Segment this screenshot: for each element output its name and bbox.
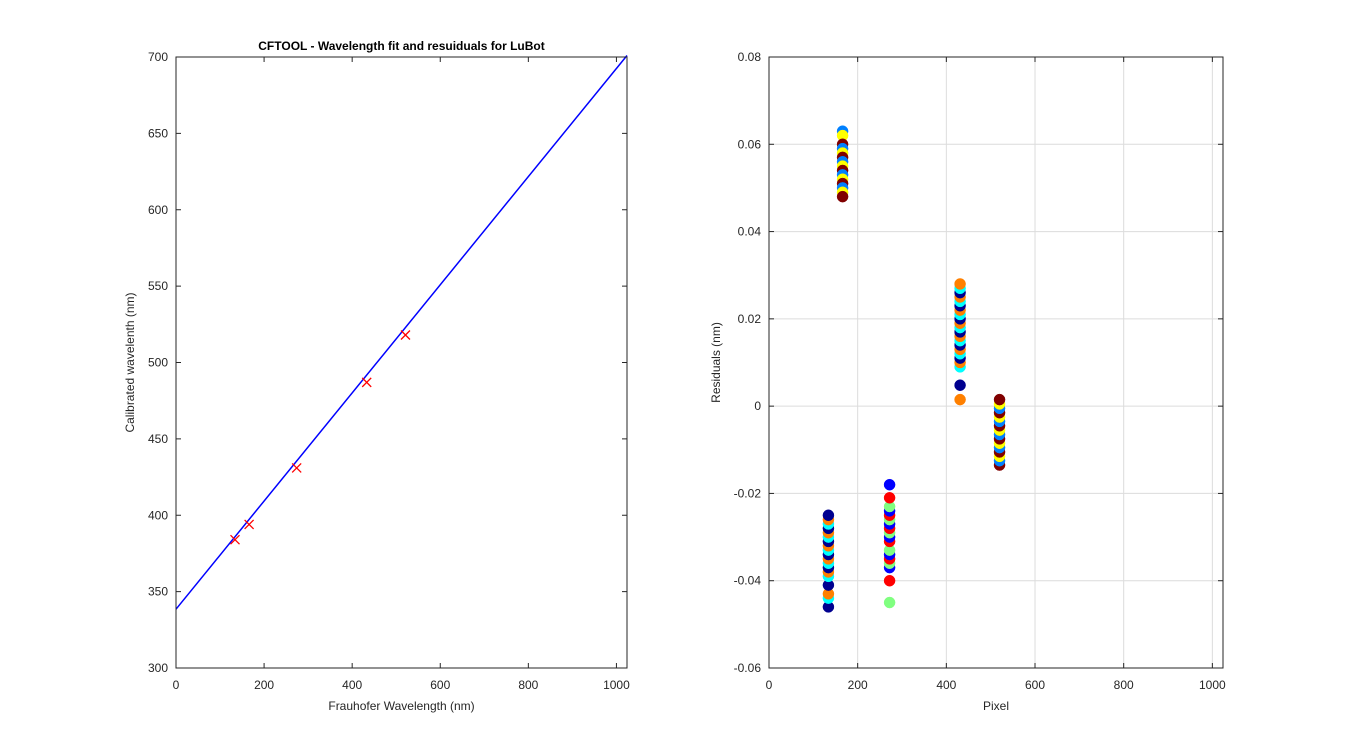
- residuals-x-tick-label: 600: [1025, 678, 1045, 692]
- calibration-point-marker: [400, 330, 411, 340]
- residual-point: [883, 492, 896, 504]
- residuals-ticks: 0 200 400 600 800 1000 -0.06 -0.04 -0.02 0 0.02 0.0…: [734, 50, 1226, 692]
- fit-x-tick-label: 0: [173, 678, 180, 692]
- fit-y-tick-label: 700: [148, 50, 168, 64]
- fit-line: [175, 54, 628, 610]
- residual-point: [954, 278, 966, 290]
- fit-y-tick-label: 350: [148, 585, 168, 599]
- residual-point: [954, 379, 966, 391]
- fit-plot-area: [175, 54, 628, 610]
- residuals-y-tick-label: 0.04: [738, 225, 762, 239]
- fit-y-tick-label: 600: [148, 203, 168, 217]
- residuals-y-tick-label: 0.06: [738, 137, 762, 151]
- residuals-y-tick-label: -0.06: [734, 661, 762, 675]
- residuals-x-tick-label: 1000: [1199, 678, 1226, 692]
- fit-x-tick-label: 400: [342, 678, 362, 692]
- calibration-point-marker: [230, 534, 240, 545]
- fit-y-tick-label: 500: [148, 356, 168, 370]
- residuals-x-tick-label: 0: [766, 678, 773, 692]
- residuals-y-tick-label: 0.08: [738, 50, 762, 64]
- fit-x-tick-label: 200: [254, 678, 274, 692]
- residual-point: [822, 509, 835, 521]
- fit-y-tick-label: 300: [148, 661, 168, 675]
- residuals-x-tick-label: 200: [848, 678, 868, 692]
- residuals-x-tick-label: 400: [936, 678, 956, 692]
- fit-y-tick-label: 550: [148, 279, 168, 293]
- fit-axes: 0 200 400 600 800 1000 300 350 400 450 500 550 600 65…: [123, 39, 630, 713]
- residuals-y-tick-label: -0.02: [734, 486, 762, 500]
- residual-point: [883, 574, 896, 587]
- residual-point: [836, 190, 849, 203]
- calibration-point-marker: [361, 377, 372, 388]
- calibration-point-marker: [291, 462, 302, 473]
- residuals-y-tick-label: -0.04: [734, 574, 762, 588]
- residuals-y-tick-label: 0: [754, 399, 761, 413]
- fit-x-tick-label: 800: [518, 678, 538, 692]
- fit-axes-box: [175, 56, 628, 669]
- residuals-x-tick-label: 800: [1114, 678, 1134, 692]
- residual-point: [883, 596, 896, 609]
- residual-point: [954, 393, 966, 406]
- residual-point: [883, 478, 896, 491]
- fit-x-tick-label: 600: [430, 678, 450, 692]
- fit-y-tick-label: 400: [148, 508, 168, 522]
- residuals-y-tick-label: 0.02: [738, 312, 762, 326]
- fit-y-tick-label: 450: [148, 432, 168, 446]
- fit-ticks: 0 200 400 600 800 1000 300 350 400 450 500 550 600 65…: [148, 50, 630, 692]
- fit-y-tick-label: 650: [148, 126, 168, 140]
- calibration-point-marker: [244, 519, 255, 530]
- fit-y-axis-label: Calibrated wavelenth (nm): [123, 292, 137, 432]
- residuals-axes-box: [768, 56, 1224, 669]
- residuals-y-axis-label: Residuals (nm): [709, 322, 723, 403]
- fit-x-axis-label: Frauhofer Wavelength (nm): [328, 699, 474, 713]
- fit-x-tick-label: 1000: [603, 678, 630, 692]
- residuals-axes: 0 200 400 600 800 1000 -0.06 -0.04 -0.02 0 0.02 0.0…: [709, 50, 1226, 713]
- residuals-x-axis-label: Pixel: [983, 699, 1009, 713]
- residuals-plot-area: [822, 125, 1006, 613]
- fit-chart-title: CFTOOL - Wavelength fit and resuiduals f…: [258, 39, 544, 53]
- residual-point: [993, 393, 1006, 406]
